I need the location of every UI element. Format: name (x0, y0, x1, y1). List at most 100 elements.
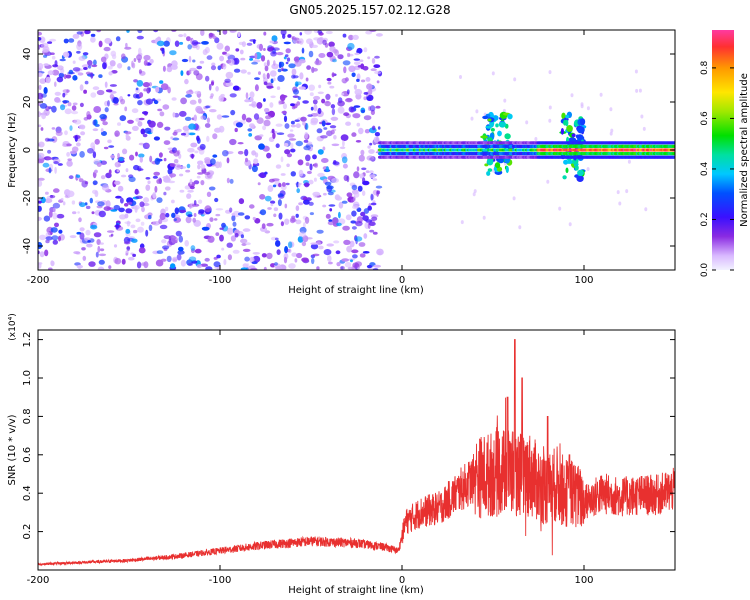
spectrogram-cell (568, 222, 572, 227)
spectrogram-cell (66, 160, 73, 167)
spectrogram-cell (375, 105, 381, 109)
spectrogram-cell (131, 108, 139, 114)
spectrogram-cell (43, 63, 49, 67)
spectrogram-cell (179, 209, 187, 213)
spectrogram-cell (49, 195, 56, 199)
spectrogram-cell (295, 140, 303, 147)
spectrogram-cell (271, 63, 279, 70)
spectrogram-cell (82, 255, 87, 261)
spectrogram-cell (49, 38, 57, 42)
spectrogram-cell (52, 212, 58, 220)
spectrogram-cell (52, 207, 56, 213)
spectrogram-cell (295, 205, 300, 212)
spectrogram-cell (199, 60, 205, 64)
spectrogram-cell (599, 92, 603, 97)
spectrogram-cell (237, 150, 244, 155)
spectrogram-cell (300, 116, 307, 122)
spectrogram-cell (174, 207, 179, 215)
spectrogram-cell (290, 142, 294, 149)
spectrogram-cell (216, 30, 221, 33)
spectrogram-cell (340, 134, 349, 142)
spectrogram-cell (308, 84, 316, 91)
spectrogram-cell (143, 88, 147, 92)
spectrogram-cell (338, 211, 341, 219)
spectrogram-cell (104, 81, 108, 88)
spectrogram-cell (359, 173, 364, 179)
spectrogram-cell (352, 254, 358, 259)
spectrogram-cell (79, 102, 84, 108)
spectrogram-cell (145, 177, 151, 180)
spectrogram-cell (342, 163, 348, 169)
spectrogram-cell (135, 87, 139, 91)
spectrogram-cell (145, 184, 151, 191)
spectrogram-cell (503, 98, 507, 103)
spectrogram-cell (306, 38, 313, 45)
spectrogram-cell (130, 224, 136, 229)
spectrogram-cell (490, 128, 495, 132)
spectrogram-cell (213, 256, 218, 260)
spectrogram-cell (266, 82, 273, 90)
spectrogram-cell (358, 127, 364, 135)
spectrogram-cell (275, 164, 282, 169)
spectrogram-cell (165, 212, 170, 218)
spectrogram-cell (83, 89, 87, 94)
spectrogram-cell (249, 97, 254, 102)
spectrogram-cell (333, 240, 340, 244)
spectrogram-cell (374, 70, 382, 75)
spectrogram-cell (196, 135, 200, 142)
spectrogram-cell (329, 208, 333, 212)
spectrogram-cell (206, 55, 213, 60)
spectrogram-cell (248, 133, 253, 137)
spectrogram-cell (111, 70, 118, 74)
spectrogram-cell (136, 261, 142, 269)
spectrogram-cell (207, 235, 215, 243)
spectrogram-cell (216, 114, 223, 120)
spectrogram-cell (351, 226, 357, 230)
spectrogram-cell (278, 100, 282, 106)
spectrogram-cell (272, 132, 276, 140)
spectrogram-cell (39, 251, 45, 258)
spectrogram-cell (548, 118, 552, 123)
spectrogram-cell (286, 57, 291, 62)
spectrogram-cell (263, 98, 266, 102)
spectrogram-cell (472, 192, 476, 197)
spectrogram-cell (120, 174, 127, 178)
spectrogram-cell (365, 219, 373, 223)
spectrogram-cell (342, 225, 350, 231)
spectrogram-cell (323, 192, 327, 196)
spectrogram-cell (172, 131, 178, 136)
spectrogram-cell (361, 167, 367, 171)
spectrogram-cell (470, 116, 474, 121)
spectrogram-cell (337, 100, 345, 107)
spectrogram-cell (337, 106, 345, 114)
spectrogram-cell (571, 133, 576, 138)
spectrogram-cell (87, 60, 93, 66)
spectrogram-cell (149, 155, 153, 163)
spectrogram-cell (56, 76, 64, 83)
spectrogram-cell (108, 71, 113, 76)
spectrogram-cell (277, 68, 282, 73)
spectrogram-cell (178, 34, 184, 38)
spectrogram-cell (286, 153, 292, 158)
spectrogram-cell (363, 47, 368, 53)
spectrogram-cell (53, 188, 60, 193)
spectrogram-cell (298, 231, 306, 238)
spectrogram-cell (204, 174, 213, 180)
spectrogram-cell (137, 121, 143, 127)
spectrogram-cell (366, 264, 373, 269)
spectrogram-cell (356, 166, 360, 172)
spectrogram-cell (38, 84, 42, 91)
spectrogram-cell (304, 216, 310, 224)
spectrogram-cell (577, 169, 584, 177)
spectrogram-cell (247, 71, 251, 75)
spectrogram-cell (298, 86, 306, 90)
spectrogram-cell (295, 219, 302, 225)
spectrogram-cell (79, 84, 84, 91)
spectrogram-cell (189, 99, 197, 105)
colorbar-tick-label: 0.0 (700, 263, 710, 278)
spectrogram-cell (229, 138, 237, 146)
spectrogram-cell (292, 37, 300, 41)
spectrogram-cell (154, 185, 158, 193)
spectrogram-cell (125, 208, 133, 214)
spectrogram-cell (263, 119, 271, 127)
